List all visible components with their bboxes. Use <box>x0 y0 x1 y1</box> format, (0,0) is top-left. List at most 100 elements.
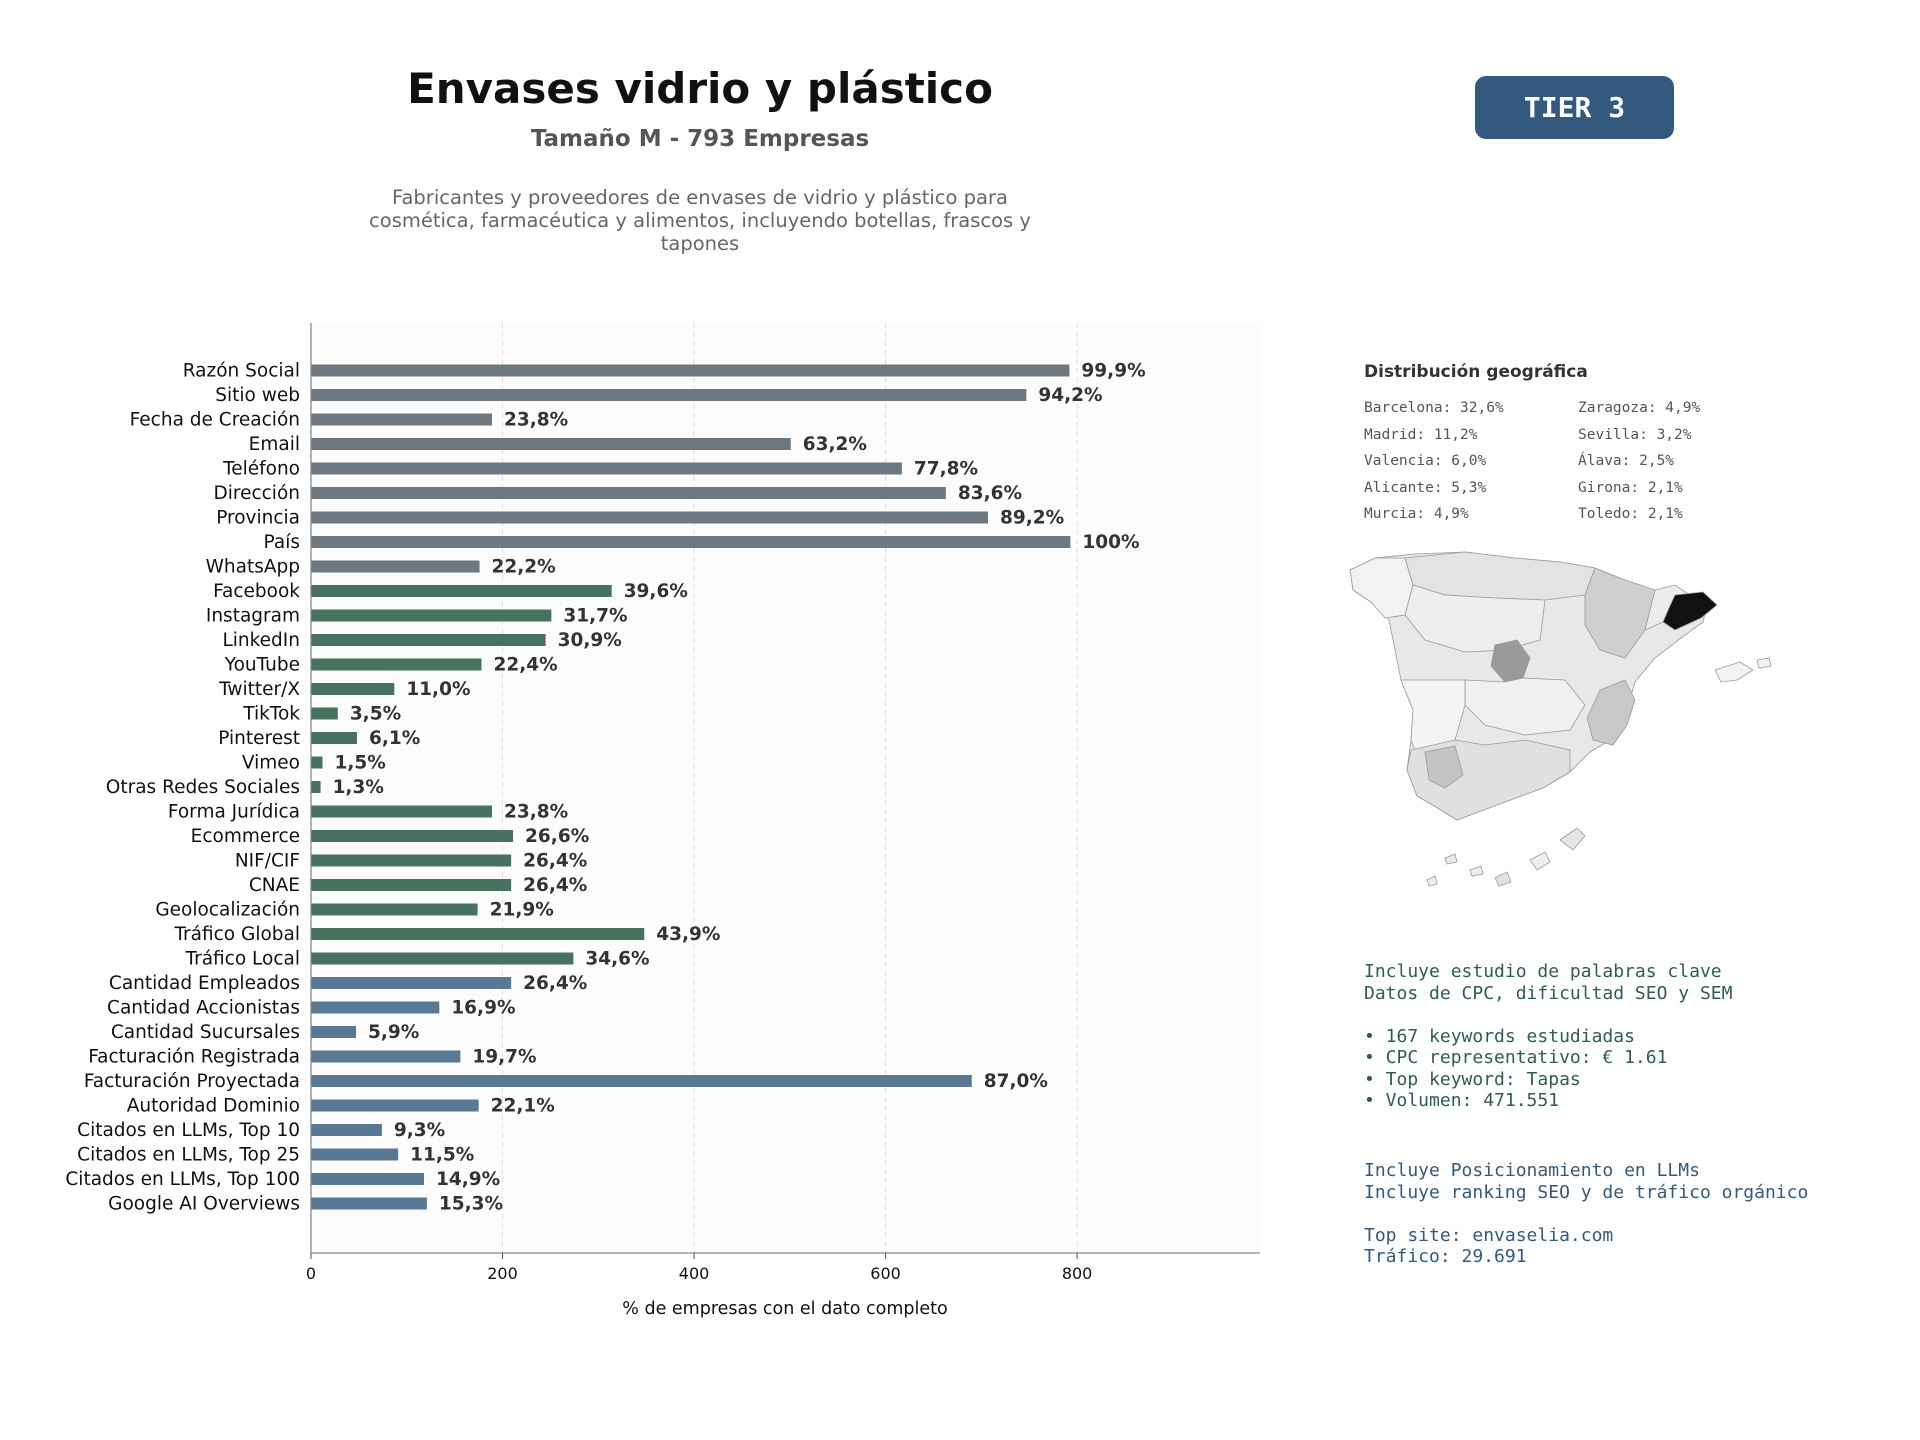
map-castilla-leon <box>1404 584 1546 653</box>
keywords-info: Incluye estudio de palabras clave Datos … <box>1364 961 1733 1111</box>
value-label: 11,5% <box>410 1145 474 1166</box>
category-label: Citados en LLMs, Top 25 <box>77 1145 300 1166</box>
geo-item: Toledo: 2,1% <box>1578 506 1683 522</box>
value-label: 3,5% <box>350 704 401 725</box>
category-label: Facturación Registrada <box>88 1047 300 1068</box>
map-extremadura <box>1400 679 1466 751</box>
geo-title: Distribución geográfica <box>1364 362 1588 382</box>
value-label: 26,4% <box>523 851 587 872</box>
value-label: 5,9% <box>368 1022 419 1043</box>
x-axis-title: % de empresas con el dato completo <box>622 1299 947 1319</box>
value-label: 9,3% <box>394 1120 445 1141</box>
value-label: 43,9% <box>656 924 720 945</box>
category-label: Email <box>249 434 300 455</box>
bar <box>311 1075 972 1087</box>
llm-info: Incluye Posicionamiento en LLMs Incluye … <box>1364 1160 1809 1267</box>
bar <box>311 389 1027 401</box>
page-subtitle: Tamaño M - 793 Empresas <box>530 126 870 152</box>
bar <box>311 634 546 646</box>
bar <box>311 609 552 622</box>
geo-item: Girona: 2,1% <box>1578 479 1683 496</box>
category-label: Sitio web <box>215 385 300 406</box>
bar <box>311 830 514 842</box>
map-baleares-small <box>1756 657 1772 669</box>
category-label: LinkedIn <box>222 630 300 651</box>
bar <box>311 732 357 744</box>
bar <box>311 903 478 916</box>
category-label: Tráfico Global <box>173 924 300 945</box>
category-label: Google AI Overviews <box>108 1194 300 1215</box>
geo-item: Madrid: 11,2% <box>1364 426 1478 443</box>
bar <box>311 413 492 426</box>
map-galicia <box>1349 557 1414 619</box>
x-tick-label: 600 <box>870 1264 901 1283</box>
bar <box>311 854 512 867</box>
value-label: 39,6% <box>624 581 688 602</box>
bar <box>311 756 323 769</box>
bars-group: Razón Social 99,9% Sitio web 94,2% Fecha de … <box>65 361 1145 1215</box>
x-tick-label: 200 <box>487 1264 518 1283</box>
map-canarias-3 <box>1494 871 1512 887</box>
category-label: País <box>264 532 300 553</box>
bar <box>311 487 946 499</box>
map-canarias-1 <box>1559 827 1586 851</box>
value-label: 1,3% <box>333 777 384 798</box>
category-label: Dirección <box>214 483 301 504</box>
category-label: Autoridad Dominio <box>127 1096 300 1117</box>
map-valencia <box>1586 679 1636 746</box>
bar <box>311 1148 399 1161</box>
geo-item: Álava: 2,5% <box>1578 453 1675 469</box>
value-label: 94,2% <box>1038 385 1102 406</box>
category-label: Instagram <box>206 606 300 627</box>
tier-badge: TIER 3 <box>1475 76 1674 139</box>
bar <box>311 536 1071 548</box>
value-label: 26,6% <box>525 826 589 847</box>
category-label: YouTube <box>224 655 300 676</box>
bar <box>311 585 612 597</box>
category-label: Razón Social <box>183 361 300 382</box>
category-label: Geolocalización <box>155 900 300 921</box>
map-barcelona <box>1662 591 1718 631</box>
map-canarias-4 <box>1469 865 1484 877</box>
value-label: 77,8% <box>914 459 978 480</box>
category-label: Cantidad Sucursales <box>111 1022 300 1043</box>
page-description: Fabricantes y proveedores de envases de … <box>369 186 1031 255</box>
bar <box>311 1197 427 1210</box>
grid-lines <box>502 323 1078 1253</box>
map-baleares <box>1714 661 1754 683</box>
bar <box>311 1026 357 1038</box>
category-label: Citados en LLMs, Top 100 <box>65 1169 300 1190</box>
bar <box>311 707 338 720</box>
value-label: 26,4% <box>523 875 587 896</box>
bar <box>311 781 321 793</box>
category-label: Fecha de Creación <box>130 410 300 431</box>
bar <box>311 1099 479 1112</box>
category-label: Ecommerce <box>191 826 300 847</box>
value-label: 22,1% <box>491 1096 555 1117</box>
plot-area <box>311 323 1260 1253</box>
bar <box>311 658 482 671</box>
bar <box>311 511 989 524</box>
category-label: Facebook <box>213 581 300 602</box>
value-label: 83,6% <box>958 483 1022 504</box>
value-label: 26,4% <box>523 973 587 994</box>
value-label: 11,0% <box>406 679 470 700</box>
category-label: CNAE <box>249 875 300 896</box>
value-label: 19,7% <box>472 1047 536 1068</box>
map-canarias-5 <box>1444 853 1458 865</box>
x-ticks: 0 200 400 600 800 <box>306 1253 1092 1283</box>
value-label: 15,3% <box>439 1194 503 1215</box>
value-label: 63,2% <box>803 434 867 455</box>
category-label: Teléfono <box>222 459 300 480</box>
bar <box>311 683 395 695</box>
bar <box>311 560 480 573</box>
x-tick-label: 800 <box>1062 1264 1093 1283</box>
value-label: 23,8% <box>504 802 568 823</box>
category-label: Cantidad Accionistas <box>107 998 300 1019</box>
value-label: 89,2% <box>1000 508 1064 529</box>
map-castilla-mancha <box>1464 677 1586 736</box>
geo-item: Sevilla: 3,2% <box>1578 426 1692 443</box>
category-label: Forma Jurídica <box>168 802 300 823</box>
bar <box>311 364 1070 377</box>
